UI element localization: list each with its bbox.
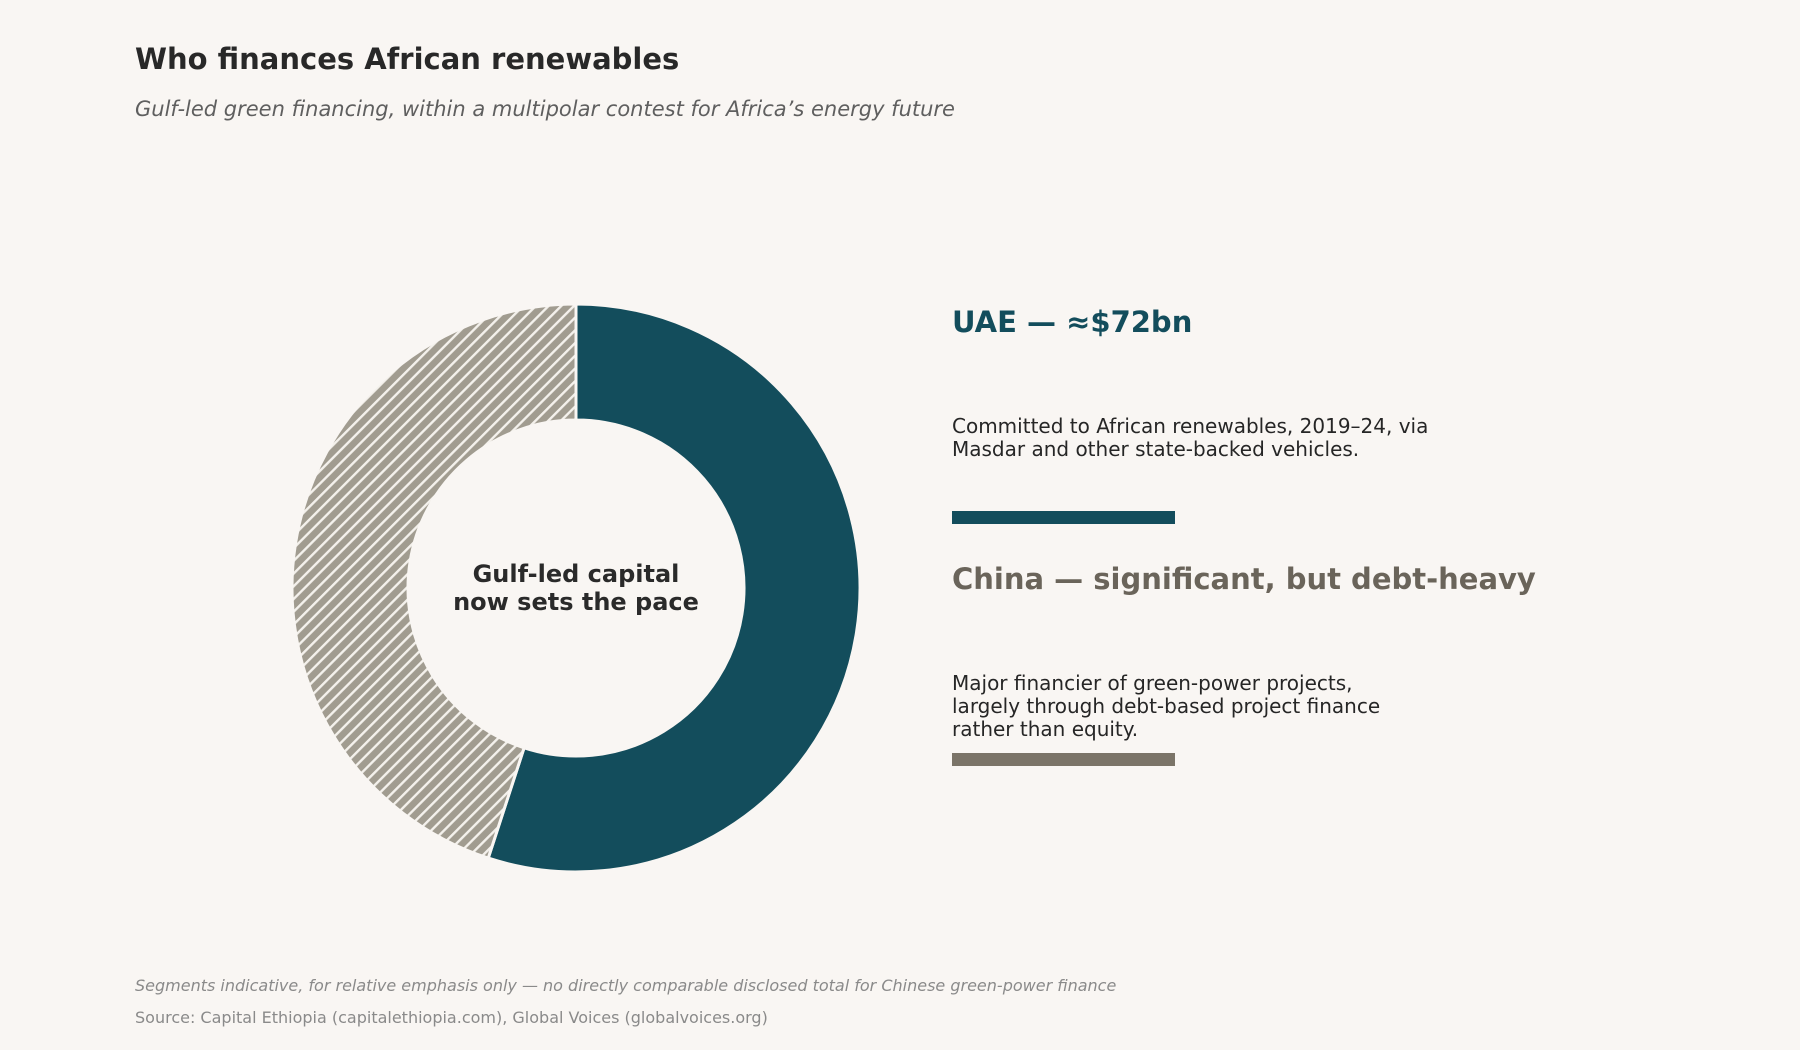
- legend-bar-china: [952, 753, 1175, 766]
- donut-slice-china: [290, 302, 578, 860]
- footnote: Segments indicative, for relative emphas…: [135, 976, 1117, 995]
- legend-description-china: Major financier of green-power projects,…: [952, 671, 1381, 741]
- donut-slice-uae: [486, 302, 862, 874]
- legend-description-uae: Committed to African renewables, 2019–24…: [952, 414, 1429, 461]
- donut-slices: [290, 302, 862, 874]
- chart-title: Who finances African renewables: [135, 42, 680, 76]
- legend-bar-uae: [952, 511, 1175, 524]
- center-label: Gulf-led capital now sets the pace: [453, 560, 699, 616]
- legend-heading-china: China — significant, but debt-heavy: [952, 562, 1536, 596]
- legend-heading-uae: UAE — ≈$72bn: [952, 305, 1193, 339]
- source-note: Source: Capital Ethiopia (capitalethiopi…: [135, 1008, 768, 1027]
- chart-subtitle: Gulf-led green financing, within a multi…: [135, 97, 955, 121]
